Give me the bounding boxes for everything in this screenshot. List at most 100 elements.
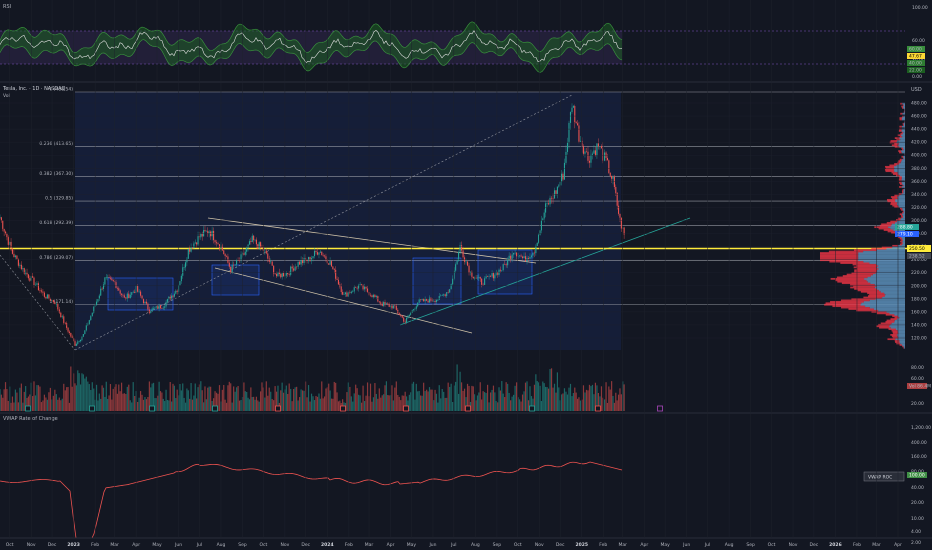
earnings-marker[interactable] — [529, 405, 535, 412]
candle-body — [162, 307, 164, 309]
profile-bar-sell — [852, 263, 877, 266]
profile-bar-sell — [902, 157, 904, 160]
fib-retracement[interactable]: 0 (488.54) 0.236 (413.65) 0.382 (367.30) 0.… — [39, 87, 905, 306]
profile-bar-sell — [890, 196, 898, 198]
profile-bar-buy — [878, 267, 905, 270]
earnings-marker[interactable] — [25, 405, 31, 412]
roc-tick: 40.00 — [911, 485, 924, 491]
volume-bar — [499, 390, 502, 411]
profile-bar-buy — [880, 290, 905, 293]
profile-bar-buy — [875, 272, 905, 275]
profile-bar-buy — [899, 142, 905, 145]
candle-body — [418, 299, 420, 303]
candle-body — [613, 176, 615, 187]
earnings-marker[interactable] — [595, 405, 601, 412]
time-tick: Mar — [365, 542, 374, 548]
candle-body — [4, 231, 7, 234]
profile-bar-sell — [899, 207, 903, 210]
volume-bar — [306, 397, 308, 411]
volume-bar — [244, 391, 246, 411]
dotted-diagonal[interactable] — [0, 254, 76, 351]
earnings-markers[interactable] — [25, 405, 663, 412]
ascending-trendline[interactable] — [399, 217, 691, 326]
candle-body — [420, 299, 422, 301]
roc-pane[interactable]: VWAP Rate of Change 1,200.00 400.00 160.00… — [0, 416, 931, 546]
volume-bar — [280, 390, 282, 411]
profile-bar-sell — [897, 217, 902, 220]
profile-bar-buy — [902, 237, 905, 240]
candle-body — [115, 282, 117, 288]
volume-bar — [204, 386, 206, 411]
profile-bar-sell — [900, 214, 903, 217]
volume-bar — [374, 383, 376, 411]
candle-body — [34, 284, 37, 286]
candle-body — [450, 284, 452, 290]
vol-badge: Vol 86.4M — [907, 383, 931, 390]
candle-body — [253, 235, 255, 241]
candle-body — [159, 305, 162, 309]
profile-bar-sell — [887, 200, 896, 203]
earnings-marker[interactable] — [403, 405, 409, 412]
volume-bar — [397, 394, 399, 411]
price-tick: 360.00 — [911, 179, 927, 185]
volume-bar — [443, 391, 445, 411]
candle-body — [616, 192, 618, 206]
roc-badge[interactable]: VWAP ROC — [863, 471, 905, 482]
volume-bar — [77, 370, 79, 411]
candle-body — [568, 122, 570, 143]
volume-bar — [173, 385, 175, 411]
descending-trendline-upper[interactable] — [207, 217, 537, 264]
volume-bar — [273, 400, 275, 411]
volume-bar — [613, 402, 616, 411]
volume-bar — [78, 373, 80, 411]
volume-bar — [535, 374, 537, 411]
candle-body — [131, 292, 133, 295]
volume-bar — [360, 402, 363, 411]
candle-body — [126, 293, 128, 299]
rsi-pane[interactable]: RSI 100.00 60.00 40.00 0.00 60.00 47.67 … — [0, 4, 928, 80]
profile-bar-buy — [903, 155, 905, 158]
profile-bar-buy — [899, 145, 905, 148]
candle-body — [233, 264, 235, 266]
candle-body — [107, 276, 109, 278]
earnings-marker[interactable] — [212, 405, 218, 412]
descending-trendline-lower[interactable] — [214, 267, 473, 334]
volume-bar — [353, 393, 355, 411]
time-tick: Feb — [91, 542, 99, 548]
profile-bar-buy — [869, 262, 905, 264]
profile-bar-sell — [890, 333, 897, 336]
profile-bar-buy — [899, 316, 905, 319]
price-pane[interactable]: Tesla, Inc. · 1D · NASDAQ Vol USD 0 (488… — [0, 86, 931, 412]
volume-bar — [277, 385, 279, 411]
earnings-marker[interactable] — [657, 405, 663, 412]
candle-body — [536, 242, 538, 247]
consolidation-box-2[interactable] — [211, 264, 260, 296]
volume-bar — [227, 385, 229, 411]
volume-bar — [321, 381, 323, 411]
volume-bar — [55, 394, 57, 411]
profile-bar-sell — [887, 230, 896, 233]
candle-body — [313, 250, 316, 257]
earnings-marker[interactable] — [340, 405, 346, 412]
earnings-marker[interactable] — [89, 405, 95, 412]
profile-bar-buy — [897, 329, 905, 332]
profile-bar-sell — [830, 277, 865, 280]
earnings-marker[interactable] — [465, 405, 471, 412]
volume-bar — [139, 391, 142, 411]
candle-body — [488, 276, 490, 277]
volume-bar — [588, 384, 591, 411]
volume-bar — [201, 390, 203, 411]
candle-body — [60, 312, 62, 318]
candle-body — [375, 296, 377, 298]
time-axis[interactable]: Oct Nov Dec 2023 Feb Mar Apr May Jun Jul Aug Sep Oct… — [6, 0, 902, 548]
price-badge-2: 279.10 — [895, 231, 919, 238]
candle-body — [588, 160, 591, 163]
earnings-marker[interactable] — [149, 405, 155, 412]
candle-body — [95, 301, 98, 306]
profile-bar-buy — [894, 319, 905, 322]
candle-body — [352, 291, 354, 292]
time-tick: Mar — [618, 542, 627, 548]
volume-bar — [521, 394, 524, 411]
earnings-marker[interactable] — [275, 405, 281, 412]
